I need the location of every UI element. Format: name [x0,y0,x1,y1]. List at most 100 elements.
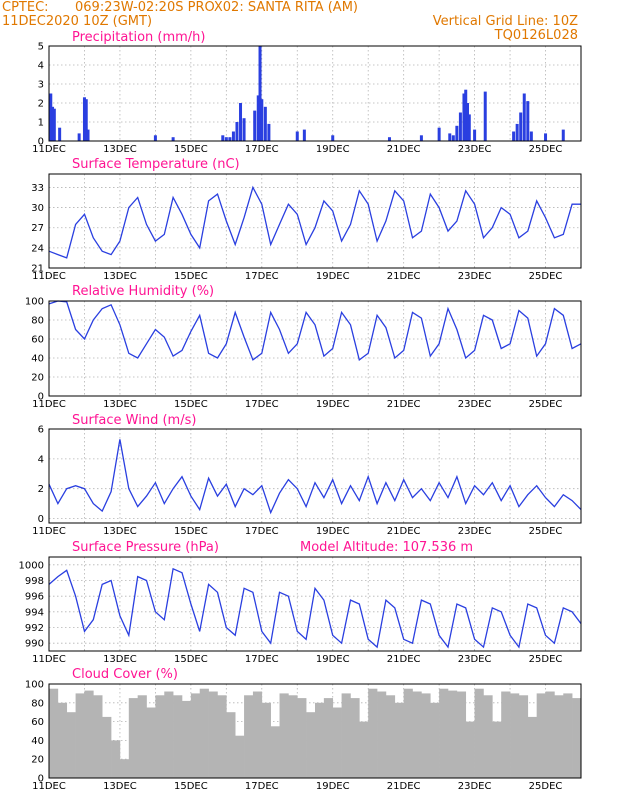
cloud-area-segment [518,695,529,778]
cloud-area-segment [146,707,156,778]
precip-bar [84,99,88,141]
precip-ytick-label: 3 [38,80,44,91]
cloud-area-segment [128,698,138,778]
precip-bar [526,101,530,141]
precip-bar [228,137,232,141]
pres-ytick-label: 998 [25,576,44,587]
temp-xtick-label: 21DEC [387,271,421,282]
cloud-area-segment [483,695,493,778]
precip-bar [519,112,523,141]
rh-ytick-label: 100 [25,297,44,308]
pres-xtick-label: 13DEC [103,654,137,665]
precip-bar [473,129,477,141]
precip-bar [512,131,516,141]
cloud-area-segment [252,691,263,778]
precip-bar [448,133,452,141]
precip-ytick-label: 1 [38,118,44,129]
rh-ytick-label: 20 [31,373,44,384]
precip-bar [231,131,235,141]
temp-xtick-label: 17DEC [245,271,279,282]
cloud-area-segment [465,721,475,778]
cloud-area-segment [492,721,502,778]
cloud-area-segment [439,688,449,778]
rh-xtick-label: 21DEC [387,399,421,410]
precip-bar [224,137,228,141]
temperature-panel: Surface Temperature (nC) 21 24 27 30 33 11DEC… [31,157,582,282]
pres-xtick-label: 21DEC [387,654,421,665]
cloud-area-segment [288,695,298,778]
wind-frame [48,428,582,524]
precip-bar [58,127,62,141]
precip-grid [49,46,581,141]
temp-grid [49,174,581,268]
pressure-plot: 990 992 994 996 998 1000 11DEC 13DEC 15DEC 17DEC 1… [19,556,582,665]
pres-series-line [48,567,582,649]
temp-series-line [48,185,581,259]
rh-ytick-label: 0 [38,392,44,403]
cloud-area-segment [84,690,94,778]
precip-xtick-label: 15DEC [174,144,208,155]
precip-bar [302,129,306,141]
header-grid-note: Vertical Grid Line: 10Z [433,14,578,29]
precip-bar [153,135,157,141]
cloud-ytick-label: 60 [31,717,44,728]
cloud-area-segment [190,693,201,778]
cloud-xtick-label: 19DEC [316,781,350,792]
precip-bar [466,103,470,141]
precip-bar [258,46,262,141]
header-model-id: TQ0126L028 [494,28,578,43]
cloud-area-segment [119,759,130,778]
wind-xtick-label: 15DEC [174,526,208,537]
cloud-ytick-label: 0 [38,774,44,785]
cloud-area-segment [403,688,413,778]
precip-xtick-label: 11DEC [32,144,66,155]
precip-bar [295,131,299,141]
cloud-panel: Cloud Cover (%) 0 20 40 60 80 100 11DEC 13DEC 15… [25,667,582,792]
temperature-plot: 21 24 27 30 33 11DEC 13DEC 15DEC 17DEC 19DEC 21DEC… [31,173,582,282]
precip-bar [515,123,519,141]
temp-xtick-label: 11DEC [32,271,66,282]
precip-bar [77,133,81,141]
precip-bar [451,135,455,141]
precip-ytick-label: 5 [38,42,44,53]
precip-bar [256,95,260,141]
cloud-area-segment [527,716,537,778]
temp-xtick-label: 15DEC [174,271,208,282]
wind-xtick-label: 17DEC [245,526,279,537]
cloud-ytick-label: 40 [31,736,44,747]
cloud-area-segment [323,698,334,778]
cloud-xtick-label: 11DEC [32,781,66,792]
precip-bar [51,106,55,141]
wind-title: Surface Wind (m/s) [72,413,196,428]
wind-panel: Surface Wind (m/s) 0 2 4 6 11DEC 13DEC 15DEC 17… [32,413,582,537]
wind-ytick-label: 4 [38,454,44,465]
precip-bar [331,135,335,141]
cloud-area-segment [93,695,103,778]
pressure-title: Surface Pressure (hPa) [72,540,219,555]
precip-bar [253,110,257,141]
cloud-area-segment [456,691,467,778]
temp-ytick-label: 21 [31,264,44,275]
precipitation-plot: 0 1 2 3 4 5 11DEC 13DEC 15DEC 17DEC 19DEC 21DEC 23DE… [32,42,582,155]
precip-bar [52,108,56,141]
precipitation-title: Precipitation (mm/h) [72,30,205,45]
cloud-area-segment [137,695,147,778]
pres-ytick-label: 992 [25,623,44,634]
cloud-area-segment [341,693,351,778]
humidity-title: Relative Humidity (%) [72,284,214,299]
precip-bar [419,135,423,141]
rh-frame [48,300,582,397]
humidity-panel: Relative Humidity (%) 0 20 40 60 80 100 11DEC 1… [25,284,582,410]
temp-ytick-label: 27 [31,223,44,234]
cloud-area-segment [244,695,254,778]
precip-bar [467,114,471,141]
pres-ytick-label: 996 [25,592,44,603]
temp-xtick-label: 23DEC [458,271,492,282]
cloud-area-segment [111,740,121,778]
cloud-xtick-label: 13DEC [103,781,137,792]
cloud-area-segment [235,735,245,778]
cloud-area-segment [199,688,209,778]
cloud-area-segment [474,688,484,778]
precip-xtick-label: 17DEC [245,144,279,155]
cloud-title: Cloud Cover (%) [72,667,178,682]
